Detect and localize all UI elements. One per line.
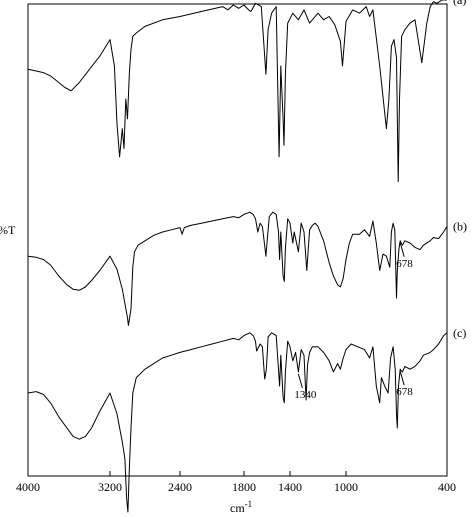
- plot-area: [27, 3, 448, 477]
- annotation-label-2: 1340: [294, 389, 317, 401]
- annotation-leader-1: [399, 242, 405, 257]
- series-line-2: [27, 211, 448, 326]
- series-line-3: [27, 332, 448, 513]
- x-axis-label: cm-1: [230, 499, 252, 515]
- plot-frame: [27, 3, 448, 477]
- series-label-3: (c): [453, 326, 466, 340]
- annotation-group: 678 1340 678: [294, 242, 413, 401]
- x-tick-label-2400: 2400: [168, 480, 192, 494]
- y-axis-label: %T: [0, 223, 16, 237]
- x-tick-label-4000: 4000: [16, 480, 40, 494]
- x-tick-label-400: 400: [438, 480, 456, 494]
- series-label-2: (b): [453, 220, 467, 234]
- x-tick-label-1800: 1800: [232, 480, 256, 494]
- annotation-label-3: 678: [396, 386, 413, 398]
- annotation-leader-2: [297, 373, 303, 389]
- annotation-label-1: 678: [396, 258, 413, 270]
- series-label-1: (a): [453, 0, 466, 7]
- x-tick-label-3200: 3200: [98, 480, 122, 494]
- x-tick-label-1400: 1400: [278, 480, 302, 494]
- series-line-1: [27, 0, 447, 182]
- annotation-leader-3: [399, 371, 405, 386]
- x-tick-label-1000: 1000: [334, 480, 358, 494]
- series-group: (a) (b) (c): [27, 0, 467, 513]
- x-axis: 4000 3200 2400 1800 1400 1000 400: [16, 471, 456, 494]
